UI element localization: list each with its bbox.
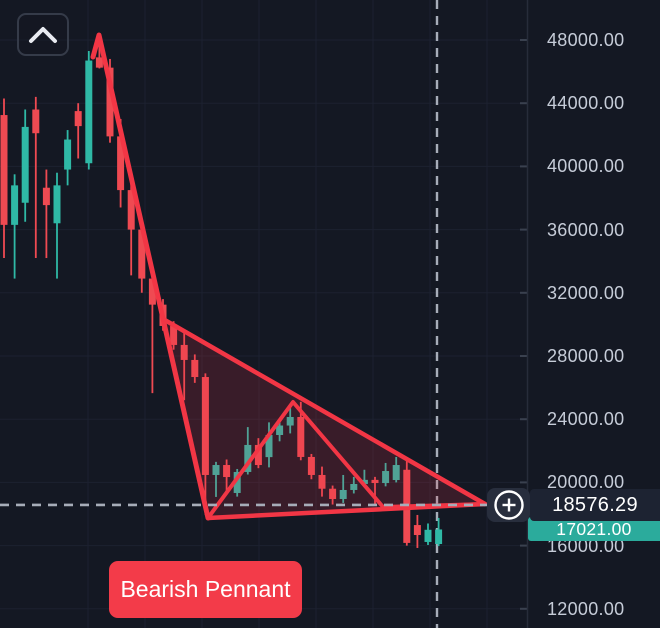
pennant-flagpole-line bbox=[90, 32, 211, 521]
candle-body bbox=[223, 465, 231, 478]
candle-body bbox=[265, 435, 273, 458]
candle-body bbox=[42, 187, 50, 206]
candle-body bbox=[0, 115, 8, 225]
candle-body bbox=[233, 471, 241, 493]
pennant-upper-edge bbox=[160, 316, 488, 507]
candle-body bbox=[180, 344, 188, 360]
candle-body bbox=[360, 479, 368, 484]
candle-body bbox=[11, 185, 19, 225]
price-axis-label: 24000.00 bbox=[547, 409, 625, 430]
price-axis-label: 48000.00 bbox=[547, 30, 625, 50]
candle-body bbox=[127, 190, 135, 230]
crosshair-plus-button[interactable] bbox=[487, 487, 530, 522]
candle-body bbox=[191, 359, 199, 378]
candle-body bbox=[435, 529, 443, 545]
crosshair-plus-icon bbox=[493, 490, 524, 520]
pattern-name-button[interactable]: Bearish Pennant bbox=[109, 561, 302, 618]
candle-body bbox=[318, 474, 326, 489]
candle-body bbox=[138, 229, 146, 279]
candle-body bbox=[276, 425, 284, 435]
candle-body bbox=[64, 139, 72, 170]
price-axis-label: 44000.00 bbox=[547, 93, 625, 114]
candle-body bbox=[413, 525, 421, 536]
price-axis-label: 40000.00 bbox=[547, 156, 625, 177]
price-axis-label: 32000.00 bbox=[547, 282, 625, 303]
candle-body bbox=[21, 126, 29, 203]
candle-body bbox=[339, 489, 347, 499]
candle-body bbox=[117, 136, 125, 191]
candle-body bbox=[85, 60, 93, 164]
candle-body bbox=[392, 465, 400, 481]
candle-body bbox=[212, 465, 220, 475]
candle-body bbox=[95, 57, 103, 68]
candle-body bbox=[74, 111, 82, 127]
chevron-up-icon bbox=[29, 26, 57, 43]
collapse-panel-button[interactable] bbox=[17, 13, 69, 56]
candle-body bbox=[286, 416, 294, 426]
candle-body bbox=[148, 278, 156, 305]
candle-body bbox=[53, 185, 61, 224]
candle-body bbox=[297, 416, 305, 457]
candle-body bbox=[371, 479, 379, 484]
candle-body bbox=[201, 377, 209, 475]
candle-body bbox=[424, 529, 432, 542]
candle-body bbox=[254, 444, 262, 466]
candle-body bbox=[350, 483, 358, 490]
candle-body bbox=[307, 456, 315, 475]
candle-body bbox=[329, 488, 337, 499]
candle-body bbox=[32, 109, 40, 134]
price-axis-label: 20000.00 bbox=[547, 472, 625, 493]
price-axis-label: 28000.00 bbox=[547, 346, 625, 366]
candle-body bbox=[244, 444, 252, 472]
candle-body bbox=[106, 67, 114, 137]
crosshair-price-label: 18576.29 bbox=[530, 488, 660, 521]
price-axis-label: 36000.00 bbox=[547, 219, 625, 240]
candle-body bbox=[170, 325, 178, 345]
last-price-label: 17021.00 bbox=[528, 517, 660, 542]
price-axis-label: 12000.00 bbox=[547, 598, 625, 619]
candle-body bbox=[382, 471, 390, 484]
